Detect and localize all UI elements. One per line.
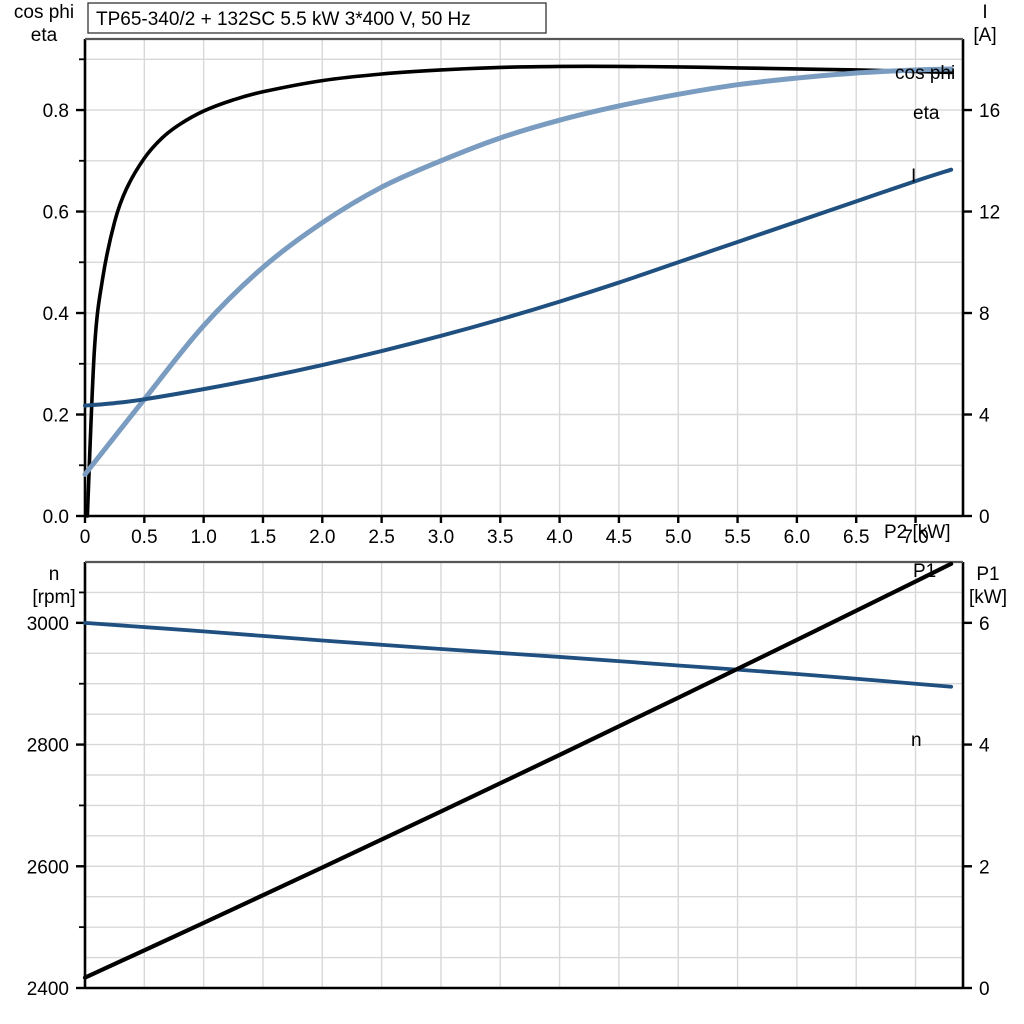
bottom-curve-p1 <box>82 561 954 980</box>
top-curve-cos-phi <box>82 66 954 477</box>
top-x-tick-label: 5.5 <box>724 527 750 548</box>
top-right-axis-title-line1: I <box>982 2 987 23</box>
top-left-tick-label: 0.2 <box>43 406 69 427</box>
bottom-curve-label-p1: P1 <box>913 561 936 582</box>
top-chart-curves <box>82 64 954 518</box>
chart-title-box <box>87 2 547 34</box>
top-x-tick-label: 2.5 <box>368 527 394 548</box>
bottom-left-tick-label: 2400 <box>27 979 69 1000</box>
top-x-tick-label: 0.5 <box>131 527 157 548</box>
top-x-tick-label: 3.0 <box>428 527 454 548</box>
top-curve-label-current: I <box>911 166 916 187</box>
top-x-tick-label: 1.5 <box>250 527 276 548</box>
top-left-tick-label: 0.6 <box>43 203 69 224</box>
bottom-curve-n <box>83 620 954 689</box>
top-chart: cos phi eta I [A] P2 [kW] 0 0.5 1.0 1.5 2.0 2… <box>14 2 1000 548</box>
top-right-tick-label: 12 <box>979 203 1000 224</box>
top-right-tick-label: 4 <box>979 406 990 427</box>
top-curve-label-cos-phi: cos phi <box>895 63 955 84</box>
top-curve-label-eta: eta <box>913 103 940 124</box>
bottom-left-axis-title-line1: n <box>49 564 60 585</box>
top-chart-tick-labels: 0 0.5 1.0 1.5 2.0 2.5 3.0 3.5 4.0 4.5 5.0 5.5 6.0 6.5… <box>43 101 1001 548</box>
bottom-right-axis-title-line2: [kW] <box>969 587 1007 608</box>
bottom-right-tick-label: 0 <box>979 979 990 1000</box>
bottom-left-tick-label: 2600 <box>27 857 69 878</box>
top-x-tick-label: 4.5 <box>606 527 632 548</box>
top-right-tick-label: 8 <box>979 304 990 325</box>
top-right-axis-title-line2: [A] <box>973 25 996 46</box>
top-left-tick-label: 0.0 <box>43 507 69 528</box>
bottom-right-tick-label: 6 <box>979 614 990 635</box>
top-x-tick-label: 6.5 <box>843 527 869 548</box>
bottom-chart-gridlines <box>85 562 963 988</box>
bottom-left-axis-title-line2: [rpm] <box>32 587 75 608</box>
bottom-chart-tick-labels: 2400 2600 2800 3000 0 2 4 6 <box>27 614 990 1000</box>
top-chart-ticks <box>76 58 972 523</box>
bottom-left-tick-label: 2800 <box>27 736 69 757</box>
top-right-tick-label: 0 <box>979 507 990 528</box>
top-x-tick-label: 2.0 <box>309 527 335 548</box>
top-left-axis-title-line2: eta <box>31 25 58 46</box>
top-x-axis-title: P2 [kW] <box>884 522 951 543</box>
top-x-tick-label: 5.0 <box>665 527 691 548</box>
top-x-tick-label: 6.0 <box>784 527 810 548</box>
top-x-tick-label: 7.0 <box>902 527 928 548</box>
top-x-tick-label: 3.5 <box>487 527 513 548</box>
bottom-curve-label-speed: n <box>911 730 922 751</box>
top-x-tick-label: 4.0 <box>546 527 572 548</box>
top-left-tick-label: 0.8 <box>43 101 69 122</box>
chart-title: TP65-340/2 + 132SC 5.5 kW 3*400 V, 50 Hz <box>96 9 471 30</box>
bottom-chart-ticks <box>76 591 972 990</box>
top-x-tick-label: 0 <box>80 527 91 548</box>
bottom-left-tick-label: 3000 <box>27 614 69 635</box>
bottom-chart-curves <box>82 561 954 980</box>
top-left-tick-label: 0.4 <box>43 304 70 325</box>
bottom-right-tick-label: 2 <box>979 857 990 878</box>
top-right-tick-label: 16 <box>979 101 1000 122</box>
top-x-tick-label: 1.0 <box>190 527 216 548</box>
top-left-axis-title-line1: cos phi <box>14 2 74 23</box>
bottom-right-axis-title-line1: P1 <box>976 564 999 585</box>
top-curve-i <box>83 167 954 408</box>
top-chart-gridlines <box>85 39 963 516</box>
top-curve-eta <box>85 64 953 518</box>
bottom-right-tick-label: 4 <box>979 736 990 757</box>
